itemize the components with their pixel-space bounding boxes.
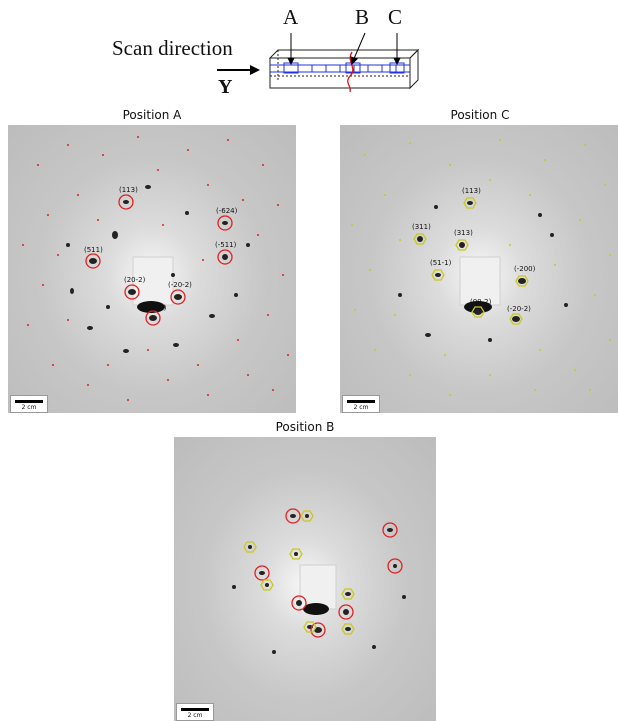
red-markers-b — [254, 508, 403, 638]
spot-label-c-3: (313) — [454, 229, 473, 237]
pattern-a-overlay: (113) (-624) (511) (-511) (20-2) (-20-2)… — [22, 136, 289, 401]
crystal-bar — [268, 48, 420, 90]
laue-pattern-position-c: (113) (311) (313) (51-1) (-200) (00-2) (… — [340, 125, 618, 413]
spot-label-c-7: (-20-2) — [507, 305, 531, 313]
scale-bar-label: 2 cm — [187, 712, 203, 719]
marker-label-c: C — [388, 5, 403, 29]
yellow-markers-b — [243, 510, 355, 635]
marker-label-a: A — [283, 5, 299, 29]
laue-pattern-position-b: 2 cm — [174, 437, 436, 721]
spot-label-c-6: (00-2) — [470, 298, 492, 306]
panel-title-position-c: Position C — [450, 108, 510, 122]
indexed-spot-markers-a — [85, 194, 233, 326]
panel-title-position-a: Position A — [122, 108, 182, 122]
scan-grid — [270, 62, 410, 74]
laue-pattern-position-a: (113) (-624) (511) (-511) (20-2) (-20-2)… — [8, 125, 296, 413]
spot-label-c-4: (51-1) — [430, 259, 452, 267]
spot-label-a-2: (-624) — [216, 207, 238, 215]
scale-bar-line — [15, 400, 43, 403]
scale-bar-a: 2 cm — [10, 395, 48, 413]
predicted-spots-c — [351, 139, 611, 396]
grain-boundary — [347, 51, 354, 93]
beam-stop-shadow — [303, 603, 329, 615]
beam-stop — [459, 256, 501, 306]
spot-label-a-4: (-511) — [215, 241, 237, 249]
scale-bar-line — [181, 708, 209, 711]
spot-label-c-5: (-200) — [514, 265, 536, 273]
marker-label-b: B — [355, 5, 370, 29]
diffraction-spots — [398, 201, 568, 342]
spot-label-a-6: (-20-2) — [168, 281, 192, 289]
pattern-b-overlay — [232, 508, 406, 654]
spot-label-a-5: (20-2) — [124, 276, 146, 284]
crystal-schematic — [217, 32, 420, 93]
panel-title-position-b: Position B — [275, 420, 335, 434]
pattern-c-overlay: (113) (311) (313) (51-1) (-200) (00-2) (… — [351, 139, 611, 396]
diffraction-spots — [66, 185, 250, 353]
scan-arrowhead — [250, 65, 260, 75]
indexed-spot-markers-c — [413, 197, 529, 325]
scale-bar-label: 2 cm — [353, 404, 369, 411]
spot-label-c-1: (113) — [462, 187, 481, 195]
scale-bar-line — [347, 400, 375, 403]
predicted-spots-a — [22, 136, 289, 401]
scale-bar-label: 2 cm — [21, 404, 37, 411]
beam-stop-shadow — [137, 301, 165, 313]
spot-label-a-3: (511) — [84, 246, 103, 254]
scale-bar-c: 2 cm — [342, 395, 380, 413]
spot-label-a-1: (113) — [119, 186, 138, 194]
pointer-arrows — [287, 32, 401, 66]
y-axis-label: Y — [218, 76, 233, 98]
spot-label-a-7: (00-2) — [145, 304, 167, 312]
spot-label-c-2: (311) — [412, 223, 431, 231]
scan-direction-label: Scan direction — [112, 36, 233, 60]
scale-bar-b: 2 cm — [176, 703, 214, 721]
